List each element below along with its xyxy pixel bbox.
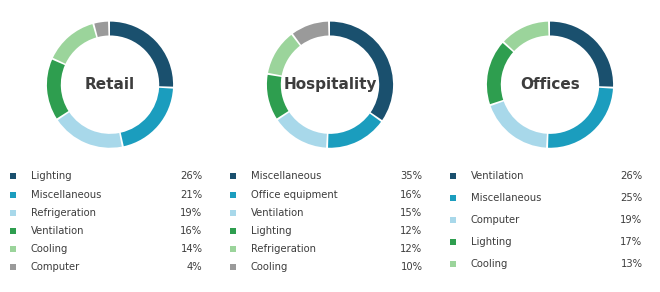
Wedge shape xyxy=(121,88,173,146)
Text: Ventilation: Ventilation xyxy=(31,226,84,236)
Text: Office equipment: Office equipment xyxy=(251,190,337,199)
Text: Retail: Retail xyxy=(85,77,135,92)
Text: 26%: 26% xyxy=(620,171,642,181)
Text: Cooling: Cooling xyxy=(251,263,288,272)
Wedge shape xyxy=(267,75,288,119)
Text: 4%: 4% xyxy=(187,263,203,272)
Text: Refrigeration: Refrigeration xyxy=(31,208,96,218)
Text: 25%: 25% xyxy=(620,193,642,203)
Text: 19%: 19% xyxy=(620,215,642,225)
Text: 12%: 12% xyxy=(400,244,422,254)
Text: 16%: 16% xyxy=(180,226,203,236)
Text: 12%: 12% xyxy=(400,226,422,236)
Text: Lighting: Lighting xyxy=(471,237,512,247)
Wedge shape xyxy=(94,22,108,37)
Text: 10%: 10% xyxy=(401,263,422,272)
Text: Computer: Computer xyxy=(31,263,80,272)
Text: 16%: 16% xyxy=(400,190,422,199)
Text: Cooling: Cooling xyxy=(31,244,68,254)
Text: Miscellaneous: Miscellaneous xyxy=(31,190,101,199)
Text: 21%: 21% xyxy=(180,190,203,199)
Wedge shape xyxy=(293,22,329,45)
Text: 15%: 15% xyxy=(400,208,422,218)
Text: Ventilation: Ventilation xyxy=(251,208,304,218)
Wedge shape xyxy=(548,88,613,148)
Text: Lighting: Lighting xyxy=(251,226,292,236)
Text: 17%: 17% xyxy=(620,237,642,247)
Wedge shape xyxy=(487,43,513,104)
Wedge shape xyxy=(330,22,393,120)
Wedge shape xyxy=(490,101,547,148)
Text: Cooling: Cooling xyxy=(471,259,508,269)
Wedge shape xyxy=(328,114,381,148)
Wedge shape xyxy=(53,24,96,64)
Text: Hospitality: Hospitality xyxy=(283,77,377,92)
Wedge shape xyxy=(268,35,300,75)
Wedge shape xyxy=(278,112,327,148)
Text: 13%: 13% xyxy=(620,259,642,269)
Wedge shape xyxy=(110,22,173,87)
Text: 14%: 14% xyxy=(180,244,203,254)
Text: 35%: 35% xyxy=(401,171,422,181)
Text: Lighting: Lighting xyxy=(31,171,71,181)
Text: 26%: 26% xyxy=(180,171,203,181)
Wedge shape xyxy=(504,22,548,51)
Text: Computer: Computer xyxy=(471,215,520,225)
Text: Refrigeration: Refrigeration xyxy=(251,244,315,254)
Text: Ventilation: Ventilation xyxy=(471,171,524,181)
Text: 19%: 19% xyxy=(180,208,203,218)
Text: Miscellaneous: Miscellaneous xyxy=(251,171,321,181)
Wedge shape xyxy=(47,60,69,119)
Wedge shape xyxy=(550,22,613,87)
Text: Miscellaneous: Miscellaneous xyxy=(471,193,541,203)
Wedge shape xyxy=(58,112,122,148)
Text: Offices: Offices xyxy=(520,77,580,92)
